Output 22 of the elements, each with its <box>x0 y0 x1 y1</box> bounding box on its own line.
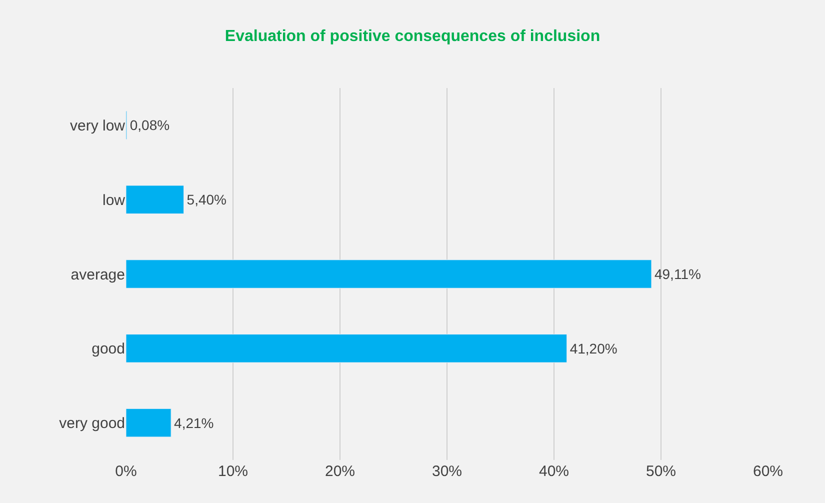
x-tick-label: 50% <box>646 463 676 480</box>
x-tick-label: 20% <box>324 463 356 480</box>
y-tick-label: average <box>70 266 125 284</box>
data-label: 0,08% <box>130 117 170 134</box>
bar <box>126 334 568 363</box>
x-tick-label: 30% <box>432 463 462 480</box>
bar <box>126 185 184 214</box>
chart-title: Evaluation of positive consequences of inclusion <box>224 28 600 45</box>
x-tick-label: 60% <box>752 463 784 480</box>
x-tick-label: 0% <box>115 463 137 480</box>
data-label: 5,40% <box>186 192 226 208</box>
x-tick-label: 10% <box>218 463 248 480</box>
x-tick-label: 40% <box>538 463 570 480</box>
y-tick-label: low <box>102 192 126 209</box>
data-label: 41,20% <box>570 340 618 356</box>
y-tick-label: good <box>92 340 125 358</box>
bar <box>126 408 172 438</box>
y-tick-label: very good <box>59 415 125 432</box>
y-tick-label: very low <box>70 117 126 134</box>
bar <box>126 260 652 288</box>
data-label: 49,11% <box>654 266 701 282</box>
data-label: 4,21% <box>174 414 214 431</box>
